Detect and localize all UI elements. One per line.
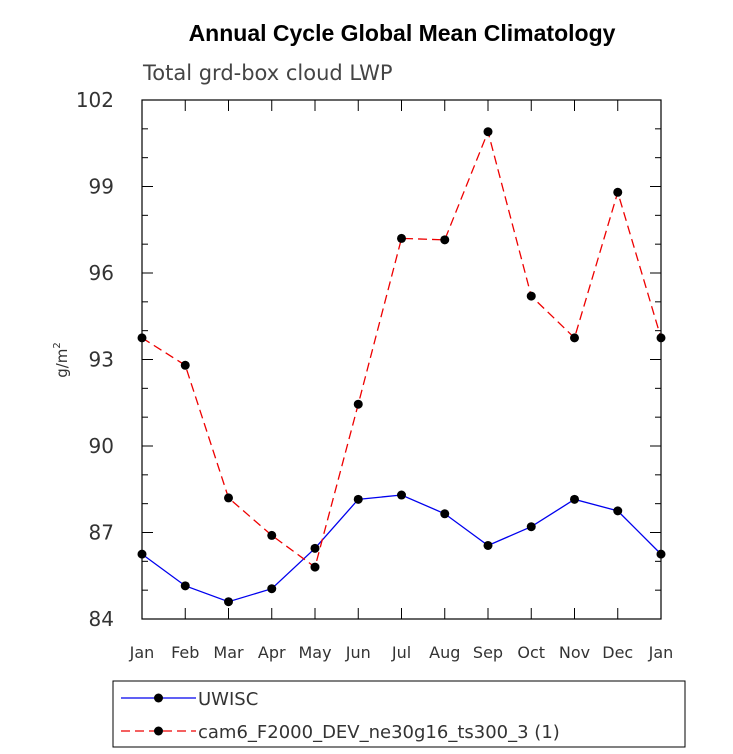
x-tick-label: Feb [171,643,199,662]
series-2 [137,127,666,572]
data-point [180,581,190,591]
data-point [570,333,579,343]
legend-label-2: cam6_F2000_DEV_ne30g16_ts300_3 (1) [198,722,560,743]
y-tick-label: 96 [89,261,114,285]
x-tick-label: Sep [473,643,503,662]
data-point [353,494,363,504]
x-tick-label: Nov [559,643,590,662]
data-point [310,562,320,572]
x-tick-label: Jul [391,643,411,662]
data-point [483,127,493,137]
x-tick-label: Mar [213,643,244,662]
data-point [656,333,666,343]
y-tick-labels: 84 87 90 93 96 99 102 [76,88,114,631]
data-point [526,291,536,301]
x-tick-label: May [298,643,331,662]
plot-frame [141,99,662,620]
data-point [440,509,450,519]
x-tick-label: Jun [345,643,371,662]
x-tick-label: Oct [517,643,545,662]
data-point [613,506,623,516]
data-point [526,522,536,532]
data-point [137,549,147,559]
y-tick-label: 87 [89,521,114,545]
x-tick-label: Aug [429,643,460,662]
data-point [656,549,666,559]
data-point [267,584,277,594]
x-tick-label: Jan [129,643,155,662]
data-point [353,399,363,409]
data-point [440,235,450,245]
chart-title: Annual Cycle Global Mean Climatology [189,20,616,46]
y-axis-label: g/m2 [52,342,71,378]
y-tick-label: 93 [89,348,114,372]
legend-label-1: UWISC [198,689,258,710]
x-tick-label: Dec [602,643,633,662]
x-tick-label: Jan [648,643,674,662]
data-point [570,494,579,504]
data-point [224,493,233,503]
data-point [267,530,277,540]
data-point [224,597,233,607]
data-point [137,333,147,343]
y-tick-label: 90 [89,434,114,458]
y-axis-label-text: g/m [53,349,71,378]
data-point [397,233,406,243]
series-line-1 [141,494,662,603]
chart-subtitle: Total grd-box cloud LWP [142,61,393,85]
y-tick-label: 84 [89,607,114,631]
x-tick-labels: Jan Feb Mar Apr May Jun Jul Aug Sep Oct Nov Dec Jan [129,643,674,662]
series-layer [137,127,666,607]
y-tick-label: 99 [89,175,114,199]
legend-box [112,680,686,748]
x-tick-label: Apr [258,643,286,662]
legend-marker-1 [154,693,163,703]
y-axis-label-superscript: 2 [52,342,63,348]
data-point [483,540,493,550]
legend: UWISC cam6_F2000_DEV_ne30g16_ts300_3 (1) [121,689,560,743]
axis-ticks [141,99,662,620]
data-point [613,187,623,197]
data-point [180,360,190,370]
series-1 [137,490,666,607]
data-point [310,543,320,553]
legend-marker-2 [154,726,163,736]
y-tick-label: 102 [76,88,114,112]
data-point [397,490,406,500]
